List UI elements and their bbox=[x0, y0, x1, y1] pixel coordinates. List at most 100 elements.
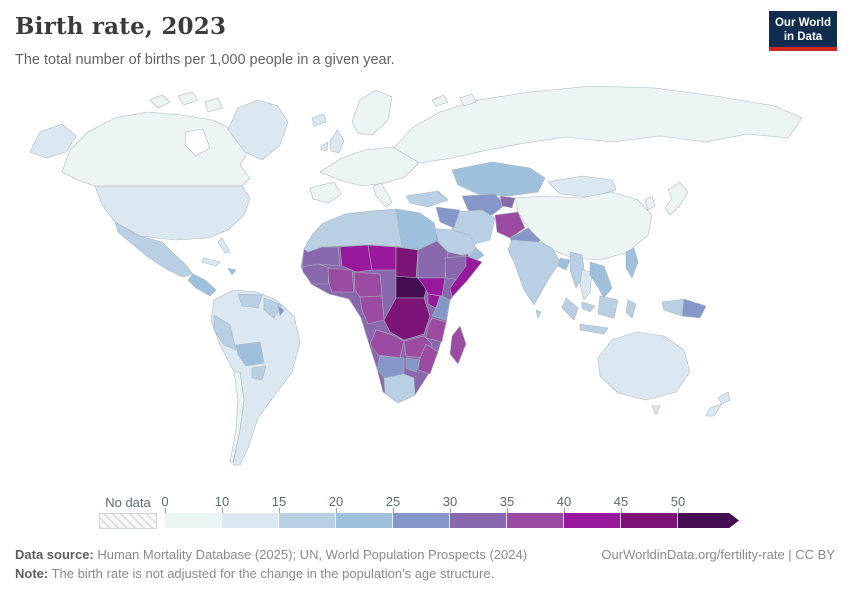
country-cuba[interactable] bbox=[201, 257, 221, 267]
country-new-zealand-north[interactable] bbox=[717, 391, 731, 405]
country-canada-arctic-island[interactable] bbox=[177, 91, 199, 106]
country-usa-florida[interactable] bbox=[217, 237, 231, 254]
data-source-label: Data source: bbox=[15, 547, 94, 562]
country-kazakhstan[interactable] bbox=[451, 161, 546, 197]
country-venezuela[interactable] bbox=[237, 293, 263, 309]
no-data-label: No data bbox=[105, 495, 151, 510]
country-canada[interactable] bbox=[61, 111, 251, 187]
country-mali[interactable] bbox=[339, 244, 373, 273]
country-new-zealand-south[interactable] bbox=[705, 403, 723, 417]
legend-tick-mark bbox=[165, 508, 166, 513]
country-south-korea[interactable] bbox=[644, 195, 656, 211]
region-cameroon-congo[interactable] bbox=[359, 295, 385, 325]
legend-segment[interactable] bbox=[507, 513, 564, 528]
country-canada-arctic-island[interactable] bbox=[204, 97, 223, 113]
country-mexico[interactable] bbox=[114, 221, 194, 278]
owid-logo-line2: in Data bbox=[783, 31, 823, 43]
region-laos-vietnam[interactable] bbox=[589, 261, 613, 299]
country-tajikistan[interactable] bbox=[499, 195, 516, 209]
legend-segment[interactable] bbox=[393, 513, 450, 528]
country-chile[interactable] bbox=[229, 371, 245, 463]
country-nigeria[interactable] bbox=[353, 271, 383, 298]
country-bolivia[interactable] bbox=[235, 341, 265, 367]
country-paraguay[interactable] bbox=[251, 365, 267, 381]
data-source-line: Data source: Human Mortality Database (2… bbox=[15, 547, 527, 562]
country-dr-congo[interactable] bbox=[383, 297, 431, 341]
arctic-island-novaya-zemlya[interactable] bbox=[459, 93, 477, 107]
country-bangladesh[interactable] bbox=[557, 257, 571, 271]
country-mozambique[interactable] bbox=[417, 343, 439, 375]
country-mongolia[interactable] bbox=[547, 175, 617, 198]
island-new-guinea-west[interactable] bbox=[661, 298, 685, 317]
legend-tick-mark bbox=[222, 508, 223, 513]
owid-logo[interactable]: Our World in Data bbox=[769, 11, 837, 51]
region-ghana-burkina[interactable] bbox=[327, 267, 355, 293]
region-senegal-guinea[interactable] bbox=[301, 263, 331, 285]
legend-tick-label: 40 bbox=[556, 494, 572, 509]
country-zimbabwe[interactable] bbox=[405, 357, 421, 373]
region-uzbekistan-turkmenistan[interactable] bbox=[461, 193, 506, 216]
legend-segment[interactable] bbox=[621, 513, 678, 528]
legend-segment[interactable] bbox=[564, 513, 621, 528]
country-philippines[interactable] bbox=[625, 247, 639, 279]
country-australia[interactable] bbox=[597, 331, 691, 401]
country-tanzania[interactable] bbox=[425, 317, 447, 343]
legend-segment[interactable] bbox=[279, 513, 336, 528]
country-malaysia[interactable] bbox=[581, 301, 596, 313]
legend-segment[interactable] bbox=[165, 513, 222, 528]
country-peru[interactable] bbox=[213, 314, 237, 351]
country-kenya[interactable] bbox=[431, 295, 451, 321]
legend-tick-label: 35 bbox=[499, 494, 515, 509]
country-ireland[interactable] bbox=[320, 141, 329, 152]
arctic-island-svalbard[interactable] bbox=[431, 94, 449, 107]
country-india[interactable] bbox=[507, 239, 561, 306]
island-sulawesi[interactable] bbox=[625, 299, 637, 319]
country-madagascar[interactable] bbox=[449, 325, 467, 365]
region-syria-iraq[interactable] bbox=[435, 206, 461, 229]
country-greenland[interactable] bbox=[227, 99, 289, 161]
island-borneo[interactable] bbox=[597, 295, 619, 319]
country-uk[interactable] bbox=[329, 129, 345, 154]
legend-segment[interactable] bbox=[450, 513, 507, 528]
hudson-bay bbox=[184, 128, 211, 157]
no-data-swatch[interactable] bbox=[99, 513, 157, 529]
legend-tick-mark bbox=[336, 508, 337, 513]
country-alaska[interactable] bbox=[29, 123, 77, 159]
country-south-africa[interactable] bbox=[383, 373, 416, 404]
country-niger[interactable] bbox=[367, 244, 397, 271]
country-somalia[interactable] bbox=[449, 255, 483, 298]
country-french-guiana[interactable] bbox=[277, 305, 285, 317]
region-iberia[interactable] bbox=[309, 181, 342, 204]
country-turkey[interactable] bbox=[405, 190, 449, 208]
country-canada-arctic-island[interactable] bbox=[149, 94, 171, 109]
country-afghanistan[interactable] bbox=[494, 211, 526, 239]
legend-tick-mark bbox=[678, 508, 679, 513]
region-central-america[interactable] bbox=[187, 273, 217, 297]
region-europe-mainland[interactable] bbox=[319, 146, 419, 187]
legend-tick-label: 20 bbox=[328, 494, 344, 509]
owid-logo-line1: Our World bbox=[774, 17, 831, 30]
legend-segment[interactable] bbox=[222, 513, 279, 528]
country-iceland[interactable] bbox=[311, 113, 327, 127]
legend-segment[interactable] bbox=[678, 513, 739, 528]
country-hispaniola[interactable] bbox=[227, 267, 237, 276]
country-sri-lanka[interactable] bbox=[535, 309, 542, 319]
legend-tick-label: 45 bbox=[613, 494, 629, 509]
legend-segment[interactable] bbox=[336, 513, 393, 528]
country-japan[interactable] bbox=[664, 181, 689, 216]
region-north-africa[interactable] bbox=[303, 208, 403, 253]
region-scandinavia[interactable] bbox=[351, 89, 393, 136]
island-tasmania[interactable] bbox=[651, 405, 661, 415]
country-italy[interactable] bbox=[372, 182, 393, 208]
island-java[interactable] bbox=[579, 323, 609, 335]
country-papua-new-guinea[interactable] bbox=[681, 298, 707, 319]
legend-tick-mark bbox=[564, 508, 565, 513]
island-sumatra[interactable] bbox=[561, 297, 579, 321]
owid-url-link[interactable]: OurWorldinData.org/fertility-rate | CC B… bbox=[601, 547, 835, 562]
country-russia[interactable] bbox=[393, 85, 803, 164]
country-chad[interactable] bbox=[395, 246, 419, 279]
country-usa[interactable] bbox=[94, 185, 251, 241]
region-guyanas[interactable] bbox=[263, 297, 283, 319]
